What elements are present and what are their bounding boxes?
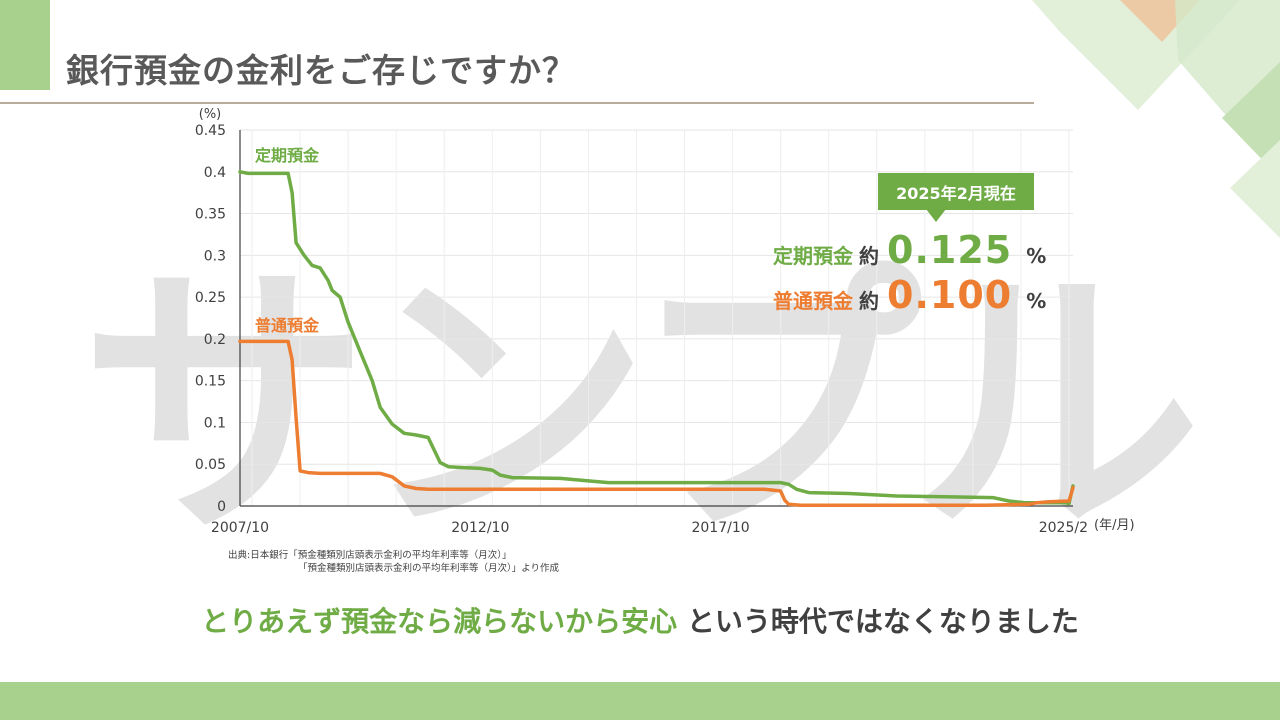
fixed-rate-summary: 定期預金 約 0.125 % xyxy=(773,228,1046,272)
source-line-2: 「預金種類別店頭表示金利の平均年利率等（月次）」より作成 xyxy=(298,563,560,574)
series-label-ordinary: 普通預金 xyxy=(255,316,320,335)
series-line-0 xyxy=(238,170,1075,506)
title-accent-bar xyxy=(0,0,50,90)
x-tick-label: 2017/10 xyxy=(691,520,749,536)
fixed-rate-approx: 約 xyxy=(859,244,879,268)
fixed-rate-unit: % xyxy=(1026,244,1047,268)
x-tick-label: 2007/10 xyxy=(211,520,269,536)
y-tick-label: 0.15 xyxy=(195,374,226,390)
as-of-date-badge-tail xyxy=(926,209,946,222)
y-tick-label: 0.3 xyxy=(204,248,226,264)
footer-band xyxy=(0,682,1280,720)
key-message-rest: という時代ではなくなりました xyxy=(677,605,1079,638)
y-tick-label: 0 xyxy=(217,499,226,515)
ordinary-rate-label: 普通預金 xyxy=(773,289,853,313)
ordinary-rate-unit: % xyxy=(1026,289,1047,313)
ordinary-rate-approx: 約 xyxy=(859,289,879,313)
x-axis-unit-label: (年/月) xyxy=(1094,518,1135,533)
source-note: 出典:日本銀行「預金種類別店頭表示金利の平均年利率等（月次）」 「預金種類別店頭… xyxy=(228,549,559,575)
key-message-highlight: とりあえず預金なら減らないから安心 xyxy=(201,605,678,638)
as-of-date-badge: 2025年2月現在 xyxy=(878,173,1034,210)
y-tick-label: 0.4 xyxy=(204,165,226,181)
series-label-fixed: 定期預金 xyxy=(254,146,320,165)
y-tick-label: 0.2 xyxy=(204,332,226,348)
title-divider xyxy=(0,102,1034,104)
y-tick-label: 0.35 xyxy=(195,207,226,223)
x-tick-label: 2012/10 xyxy=(451,520,509,536)
source-line-1: 出典:日本銀行「預金種類別店頭表示金利の平均年利率等（月次）」 xyxy=(228,550,512,561)
fixed-rate-label: 定期預金 xyxy=(773,244,853,268)
fixed-rate-value: 0.125 xyxy=(887,228,1013,272)
series-lines xyxy=(238,170,1075,507)
x-tick-labels: 2007/10 2012/10 2017/10 2025/2 xyxy=(211,520,1088,536)
y-tick-label: 0.05 xyxy=(195,457,226,473)
y-tick-label: 0.25 xyxy=(195,290,226,306)
y-tick-label: 0.45 xyxy=(195,123,226,139)
y-tick-labels: 0 0.05 0.1 0.15 0.2 0.25 0.3 0.35 0.4 0.45 xyxy=(195,123,226,515)
y-tick-label: 0.1 xyxy=(204,415,226,431)
series-line-1 xyxy=(238,339,1075,507)
page-title: 銀行預金の金利をご存じですか？ xyxy=(66,51,576,90)
ordinary-rate-value: 0.100 xyxy=(887,273,1013,317)
x-tick-label: 2025/2 xyxy=(1039,520,1088,536)
ordinary-rate-summary: 普通預金 約 0.100 % xyxy=(773,273,1046,317)
y-axis-unit-label: (%) xyxy=(199,107,222,122)
key-message: とりあえず預金なら減らないから安心 という時代ではなくなりました xyxy=(0,600,1280,640)
